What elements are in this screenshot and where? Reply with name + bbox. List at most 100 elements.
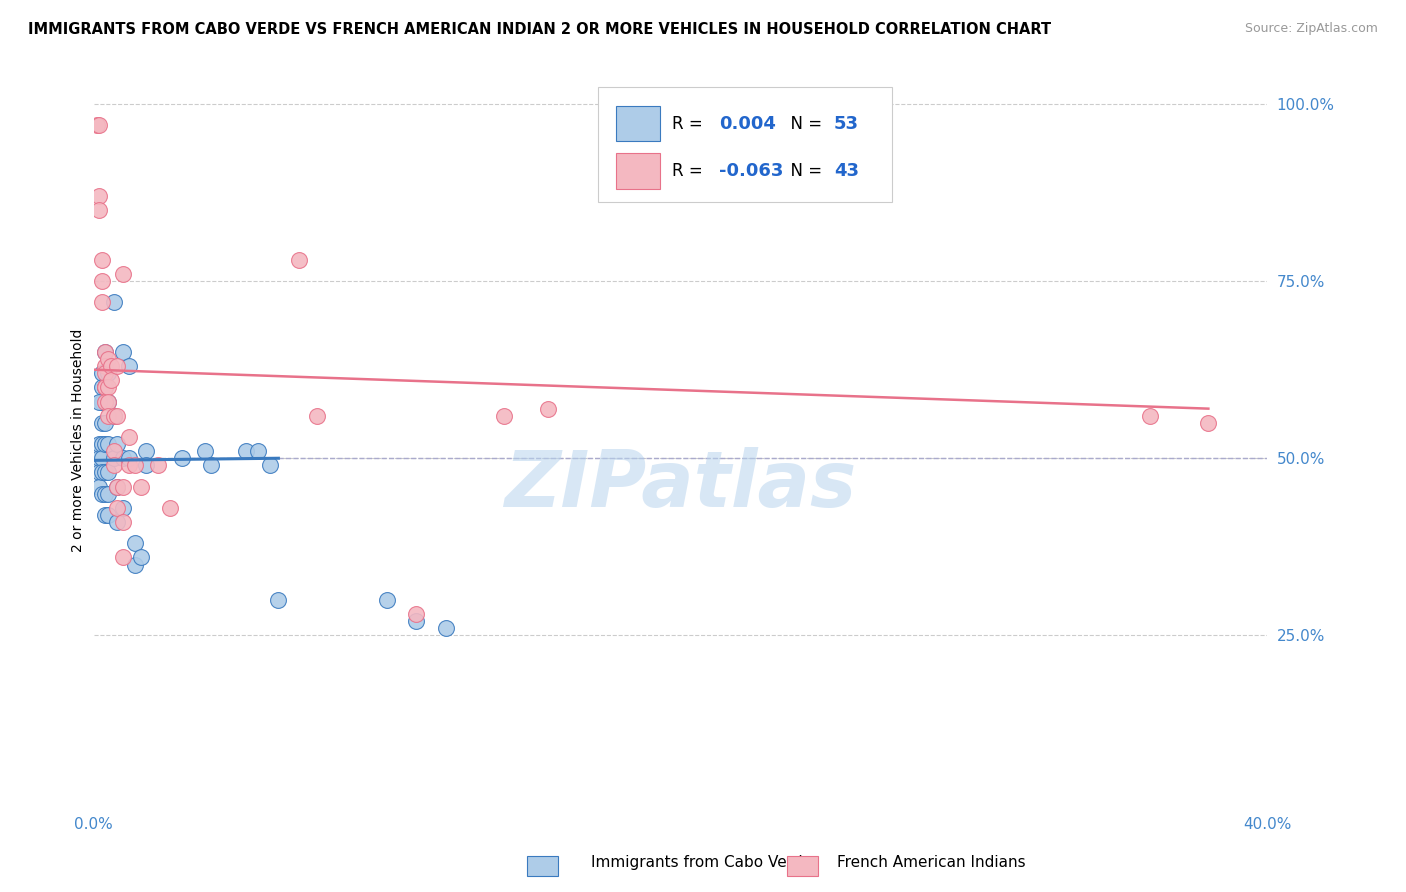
Point: [434, 621, 457, 635]
Point: [267, 593, 290, 607]
Point: [103, 451, 125, 466]
Point: [94, 486, 117, 500]
Point: [94, 466, 117, 480]
Point: [94, 366, 117, 380]
Point: [97, 437, 120, 451]
Text: -0.063: -0.063: [718, 162, 783, 180]
Point: [170, 451, 193, 466]
Point: [91, 274, 114, 288]
Point: [118, 430, 141, 444]
Point: [97, 394, 120, 409]
Point: [94, 345, 117, 359]
Point: [111, 550, 134, 565]
Point: [1139, 409, 1161, 423]
Point: [97, 366, 120, 380]
Point: [89, 480, 111, 494]
Point: [118, 451, 141, 466]
Text: R =: R =: [672, 162, 709, 180]
Point: [97, 508, 120, 522]
Point: [91, 295, 114, 310]
Point: [159, 500, 181, 515]
Point: [194, 444, 217, 458]
Point: [91, 416, 114, 430]
Point: [91, 486, 114, 500]
Point: [118, 359, 141, 373]
Point: [111, 480, 134, 494]
Point: [375, 593, 398, 607]
Point: [94, 416, 117, 430]
Point: [91, 380, 114, 394]
FancyBboxPatch shape: [598, 87, 891, 202]
Point: [1197, 416, 1219, 430]
Point: [124, 458, 146, 473]
Text: N =: N =: [780, 114, 827, 133]
Point: [200, 458, 222, 473]
Text: Immigrants from Cabo Verde: Immigrants from Cabo Verde: [591, 855, 811, 870]
Text: French American Indians: French American Indians: [837, 855, 1025, 870]
Point: [89, 437, 111, 451]
Point: [105, 480, 128, 494]
Text: 0.004: 0.004: [718, 114, 776, 133]
Bar: [616, 106, 661, 142]
Point: [146, 458, 169, 473]
Point: [94, 394, 117, 409]
Point: [105, 500, 128, 515]
Point: [94, 380, 117, 394]
Bar: [616, 153, 661, 189]
Point: [91, 451, 114, 466]
Point: [89, 203, 111, 218]
Point: [89, 451, 111, 466]
Point: [111, 500, 134, 515]
Text: ZIPatlas: ZIPatlas: [505, 447, 856, 524]
Point: [105, 359, 128, 373]
Point: [94, 394, 117, 409]
Point: [246, 444, 269, 458]
Point: [94, 380, 117, 394]
Point: [89, 394, 111, 409]
Point: [94, 359, 117, 373]
Text: 43: 43: [834, 162, 859, 180]
Point: [103, 458, 125, 473]
Point: [129, 550, 152, 565]
Point: [94, 345, 117, 359]
Point: [103, 295, 125, 310]
Point: [100, 373, 122, 387]
Point: [91, 466, 114, 480]
Point: [111, 267, 134, 281]
Point: [111, 451, 134, 466]
Point: [97, 380, 120, 394]
Point: [97, 352, 120, 367]
Point: [89, 118, 111, 132]
Point: [91, 252, 114, 267]
Point: [97, 394, 120, 409]
Point: [97, 409, 120, 423]
Point: [94, 437, 117, 451]
Text: R =: R =: [672, 114, 709, 133]
Text: N =: N =: [780, 162, 827, 180]
Point: [105, 480, 128, 494]
Point: [103, 444, 125, 458]
Text: IMMIGRANTS FROM CABO VERDE VS FRENCH AMERICAN INDIAN 2 OR MORE VEHICLES IN HOUSE: IMMIGRANTS FROM CABO VERDE VS FRENCH AME…: [28, 22, 1052, 37]
Point: [111, 515, 134, 529]
Point: [89, 189, 111, 203]
Point: [97, 466, 120, 480]
Text: 53: 53: [834, 114, 859, 133]
Point: [105, 515, 128, 529]
Point: [94, 508, 117, 522]
Point: [259, 458, 281, 473]
Point: [91, 437, 114, 451]
Point: [129, 480, 152, 494]
Point: [235, 444, 257, 458]
Point: [91, 366, 114, 380]
Point: [103, 409, 125, 423]
Text: Source: ZipAtlas.com: Source: ZipAtlas.com: [1244, 22, 1378, 36]
Point: [405, 614, 427, 628]
Point: [494, 409, 516, 423]
Point: [100, 359, 122, 373]
Point: [105, 409, 128, 423]
Point: [135, 458, 157, 473]
Point: [91, 394, 114, 409]
Point: [94, 380, 117, 394]
Point: [89, 466, 111, 480]
Point: [105, 437, 128, 451]
